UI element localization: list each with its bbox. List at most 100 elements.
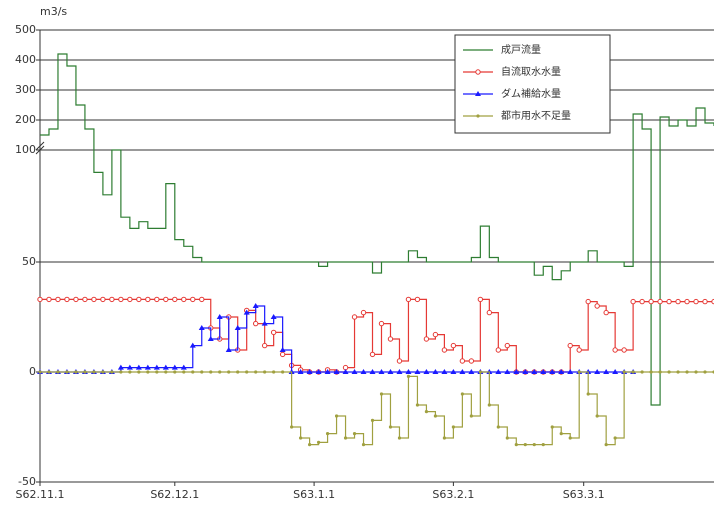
point — [495, 369, 502, 374]
y-axis-label: m3/s — [40, 5, 67, 18]
point — [272, 370, 276, 374]
point — [118, 296, 124, 303]
point — [216, 314, 223, 319]
y-tick-label: 50 — [22, 255, 36, 268]
point — [136, 296, 142, 303]
point — [261, 320, 268, 326]
point — [360, 309, 367, 316]
point — [612, 347, 618, 353]
point — [576, 347, 582, 353]
point — [621, 347, 627, 353]
point — [290, 425, 294, 429]
point — [432, 331, 439, 338]
axis-break — [35, 141, 45, 155]
point — [567, 369, 574, 374]
point — [342, 369, 349, 374]
point — [308, 443, 312, 447]
point — [73, 296, 79, 303]
point — [225, 347, 232, 352]
point — [324, 369, 331, 374]
point — [297, 369, 304, 374]
legend-label: ダム補給水量 — [501, 87, 561, 100]
point — [370, 418, 375, 422]
y-tick-label: 500 — [15, 23, 36, 36]
point — [423, 369, 430, 374]
point — [613, 436, 617, 440]
point — [92, 370, 96, 374]
point — [648, 298, 654, 305]
point — [316, 440, 321, 444]
point — [423, 336, 430, 342]
point — [198, 325, 205, 330]
y-tick-label: 0 — [29, 365, 36, 378]
point — [378, 369, 385, 374]
point — [541, 443, 545, 447]
point — [254, 370, 258, 374]
point — [325, 432, 330, 436]
point — [164, 370, 168, 374]
point — [171, 364, 178, 370]
point — [135, 364, 142, 370]
point — [153, 364, 160, 370]
point — [603, 369, 610, 374]
legend-label: 成戸流量 — [501, 43, 541, 56]
point — [514, 443, 518, 447]
point — [396, 358, 403, 364]
point — [199, 296, 205, 303]
point — [261, 342, 268, 349]
point — [577, 370, 581, 374]
point — [667, 370, 671, 374]
legend-label: 自流取水水量 — [501, 65, 561, 78]
point — [180, 364, 187, 370]
point — [630, 298, 636, 305]
point — [173, 370, 177, 374]
point — [450, 342, 457, 349]
point — [109, 296, 115, 303]
point — [694, 370, 698, 374]
point — [37, 296, 43, 303]
point — [532, 443, 536, 447]
point — [415, 403, 420, 407]
point — [155, 370, 159, 374]
point — [487, 403, 491, 407]
point — [218, 370, 222, 374]
point — [676, 370, 680, 374]
point — [702, 298, 708, 305]
point — [172, 296, 178, 303]
point — [406, 374, 411, 378]
point — [631, 370, 635, 374]
point — [315, 369, 322, 374]
point — [594, 369, 601, 374]
point — [145, 296, 151, 303]
point — [684, 298, 690, 305]
series-line — [40, 305, 634, 373]
point — [595, 414, 599, 418]
point — [505, 436, 509, 440]
point — [658, 370, 662, 374]
point — [352, 432, 357, 436]
point — [568, 436, 572, 440]
point — [387, 336, 394, 342]
point — [450, 369, 457, 374]
point — [604, 443, 608, 447]
point — [101, 370, 105, 374]
point — [585, 298, 591, 305]
series-line — [40, 53, 714, 406]
legend-box — [454, 34, 611, 134]
x-tick-label: S62.12.1 — [150, 488, 199, 501]
point — [388, 425, 393, 429]
point — [281, 370, 285, 374]
point — [424, 410, 429, 414]
point — [128, 370, 132, 374]
point — [306, 369, 313, 374]
point — [433, 414, 438, 418]
point — [351, 369, 358, 374]
point — [126, 364, 133, 370]
point — [703, 370, 707, 374]
point — [334, 414, 339, 418]
point — [622, 370, 626, 374]
point — [504, 369, 511, 374]
point — [200, 370, 204, 374]
point — [191, 370, 195, 374]
